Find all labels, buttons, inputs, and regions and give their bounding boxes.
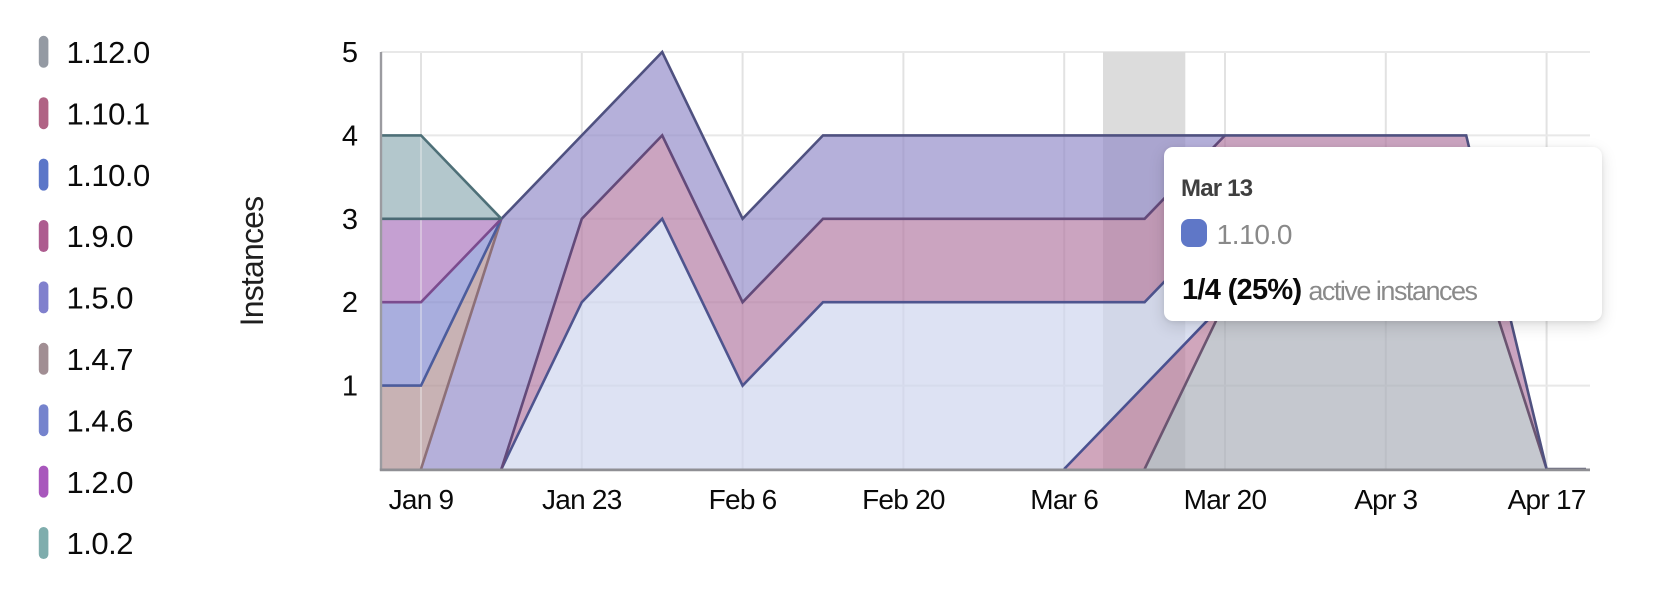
svg-text:1.9.0: 1.9.0 [67, 219, 134, 254]
svg-text:1: 1 [342, 371, 358, 403]
svg-text:1.4.7: 1.4.7 [67, 342, 133, 377]
svg-text:1.0.2: 1.0.2 [67, 526, 133, 561]
svg-text:2: 2 [342, 287, 358, 319]
svg-text:Apr 17: Apr 17 [1508, 484, 1586, 515]
svg-text:1.10.1: 1.10.1 [67, 96, 150, 131]
svg-text:Mar 20: Mar 20 [1184, 484, 1267, 515]
svg-text:3: 3 [342, 204, 358, 236]
svg-text:Jan 9: Jan 9 [389, 484, 454, 515]
svg-text:5: 5 [342, 37, 358, 69]
svg-text:Jan 23: Jan 23 [542, 484, 622, 515]
svg-text:4: 4 [342, 120, 358, 152]
svg-text:Instances: Instances [234, 197, 270, 327]
svg-text:1.2.0: 1.2.0 [67, 465, 134, 500]
svg-text:1.4.6: 1.4.6 [67, 403, 133, 438]
svg-text:Mar 6: Mar 6 [1030, 484, 1098, 515]
svg-text:Feb 6: Feb 6 [709, 484, 777, 515]
svg-text:Feb 20: Feb 20 [862, 484, 945, 515]
svg-text:Apr 3: Apr 3 [1354, 484, 1417, 515]
svg-text:1.10.0: 1.10.0 [67, 158, 150, 193]
svg-text:1.5.0: 1.5.0 [67, 281, 134, 316]
svg-text:1.12.0: 1.12.0 [67, 35, 150, 70]
